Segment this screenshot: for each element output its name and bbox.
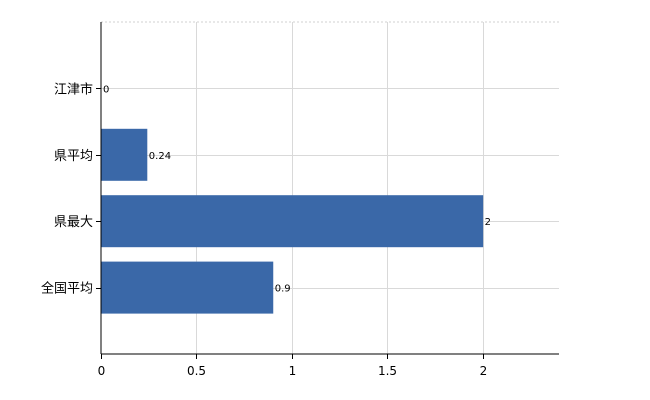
data-label: 0.9 bbox=[275, 284, 291, 295]
x-tick-label: 0.5 bbox=[187, 364, 206, 378]
x-tick-label: 1 bbox=[289, 364, 297, 378]
x-tick-label: 0 bbox=[98, 364, 106, 378]
x-tick-label: 1.5 bbox=[378, 364, 397, 378]
data-label: 0 bbox=[103, 84, 109, 95]
category-label: 県平均 bbox=[54, 149, 93, 164]
bars bbox=[101, 128, 484, 314]
labels: 0 0.5 1 1.5 2 江津市 0 県平均 0.24 県最大 2 全国平均 0.9 bbox=[41, 81, 491, 378]
category-label: 全国平均 bbox=[41, 281, 93, 297]
axes bbox=[100, 22, 559, 355]
x-tick-label: 2 bbox=[480, 364, 488, 378]
data-label: 2 bbox=[485, 217, 491, 228]
bar bbox=[101, 261, 274, 314]
category-label: 江津市 bbox=[54, 81, 93, 97]
bar bbox=[101, 128, 148, 181]
data-label: 0.24 bbox=[149, 151, 171, 162]
category-label: 県最大 bbox=[54, 215, 93, 230]
bar bbox=[101, 195, 484, 248]
